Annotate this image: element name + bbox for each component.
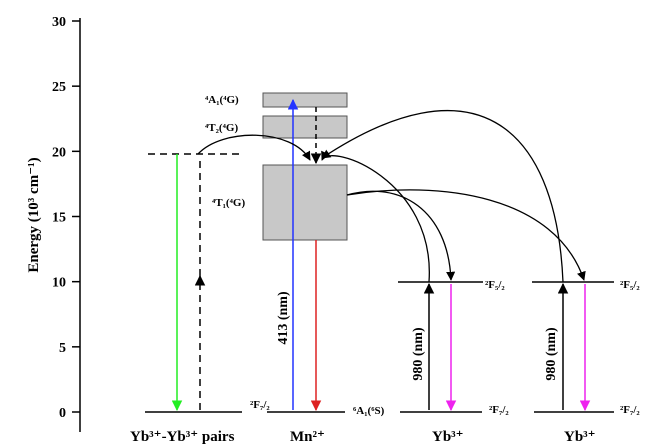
mn-a1-6s-label: ⁶A₁(⁶S) xyxy=(353,405,385,417)
y-axis-label: Energy (10³ cm⁻¹) xyxy=(26,157,42,272)
y-tick-label: 15 xyxy=(52,211,66,226)
mn-t1-4g-band xyxy=(262,164,348,241)
mn-to-yb2-transfer-curve xyxy=(346,189,586,281)
y-tick-label: 5 xyxy=(59,341,66,356)
y-tick-label: 10 xyxy=(52,276,66,291)
pairs-column-label: Yb³⁺-Yb³⁺ pairs xyxy=(130,429,235,445)
yb2-980nm-label: 980 (nm) xyxy=(544,327,559,381)
mn-t2-4g-band xyxy=(262,115,348,139)
energy-transfer-curves xyxy=(197,109,586,283)
mn-t2-4g-label: ⁴T₂(⁴G) xyxy=(205,122,238,134)
yb1-column: ²F₅/₂ ²F₇/₂ 980 (nm) Yb³⁺ xyxy=(398,279,509,445)
y-tick-label: 0 xyxy=(59,406,66,421)
yb1-980nm-label: 980 (nm) xyxy=(411,327,426,381)
mn-413nm-label: 413 (nm) xyxy=(276,291,291,345)
yb2-column: ²F₅/₂ ²F₇/₂ 980 (nm) Yb³⁺ xyxy=(532,279,640,445)
yb2-column-label: Yb³⁺ xyxy=(564,429,596,445)
y-tick-label: 20 xyxy=(52,145,66,160)
yb1-f52-label: ²F₅/₂ xyxy=(485,279,505,291)
mn-t1-4g-label: ⁴T₁(⁴G) xyxy=(212,197,245,209)
yb1-f72-label: ²F₇/₂ xyxy=(489,404,509,416)
pairs-column: ²F₇/₂ Yb³⁺-Yb³⁺ pairs xyxy=(130,153,270,445)
y-tick-label: 30 xyxy=(52,15,66,30)
mn-a1-4g-band xyxy=(262,92,348,108)
yb1-column-label: Yb³⁺ xyxy=(432,429,464,445)
pairs-f72-label: ²F₇/₂ xyxy=(250,399,270,411)
mn-to-yb1-transfer-curve xyxy=(346,190,456,281)
y-axis: 0 5 10 15 20 25 30 Energy (10³ cm⁻¹) xyxy=(26,15,81,432)
yb2-f72-label: ²F₇/₂ xyxy=(620,404,640,416)
mn-column-label: Mn²⁺ xyxy=(290,429,325,445)
yb2-to-mn-transfer-curve xyxy=(321,109,564,283)
pairs-to-mn-transfer-curve xyxy=(197,134,311,161)
mn-a1-4g-label: ⁴A₁(⁴G) xyxy=(205,94,239,106)
y-tick-label: 25 xyxy=(52,80,66,95)
yb2-f52-label: ²F₅/₂ xyxy=(620,279,640,291)
mn-column: ⁴A₁(⁴G) ⁴T₂(⁴G) ⁴T₁(⁴G) ⁶A₁(⁶S) 413 (nm)… xyxy=(205,92,385,445)
y-ticks: 0 5 10 15 20 25 30 xyxy=(52,15,80,421)
